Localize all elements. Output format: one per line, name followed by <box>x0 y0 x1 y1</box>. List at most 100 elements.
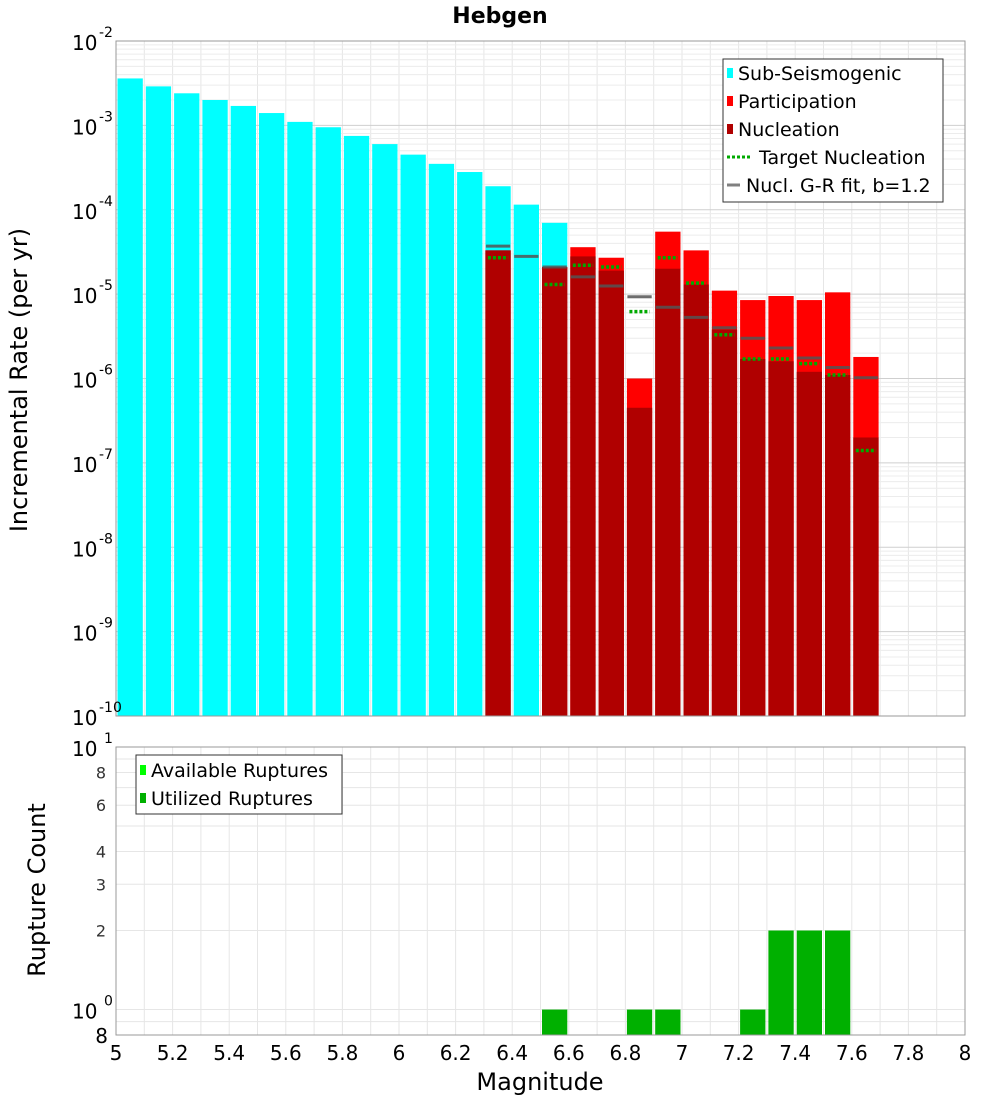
y-axis-label-count: Rupture Count <box>23 803 51 977</box>
legend-swatch <box>727 124 733 134</box>
bar-sub-seismogenic <box>259 113 285 716</box>
count-y-tick-base: 10 <box>72 1000 97 1024</box>
bar-sub-seismogenic <box>174 93 200 716</box>
count-y-tick-minor: 3 <box>96 875 106 894</box>
bar-utilized-ruptures <box>655 1009 681 1035</box>
count-y-tick-exponent: 1 <box>104 731 113 747</box>
count-legend: Available Ruptures Utilized Ruptures <box>135 754 343 815</box>
rate-y-tick-base: 10 <box>72 453 97 477</box>
count-y-tick-minor: 8 <box>95 1024 108 1048</box>
rate-y-tick-base: 10 <box>72 369 97 393</box>
legend-label: Utilized Ruptures <box>151 788 313 810</box>
rate-legend-box <box>722 58 944 203</box>
bar-utilized-ruptures <box>825 930 851 1035</box>
legend-label: Target Nucleation <box>758 147 926 169</box>
bar-nucleation <box>542 266 568 716</box>
bar-nucleation <box>796 371 822 716</box>
bar-sub-seismogenic <box>287 121 313 716</box>
x-tick-label: 6 <box>393 1041 406 1065</box>
count-y-tick-exponent: 0 <box>104 994 113 1010</box>
legend-swatch <box>727 68 733 78</box>
rate-y-tick-label: 10 -3 <box>72 109 113 139</box>
x-tick-label: 7.8 <box>892 1041 924 1065</box>
count-legend-box <box>135 754 343 815</box>
count-y-tick-minor: 2 <box>96 922 106 941</box>
rate-y-tick-base: 10 <box>72 115 97 139</box>
legend-label: Available Ruptures <box>151 760 328 782</box>
bar-nucleation <box>570 256 596 716</box>
bar-sub-seismogenic <box>372 144 398 716</box>
rate-y-tick-base: 10 <box>72 31 97 55</box>
bar-sub-seismogenic <box>315 127 341 716</box>
bar-nucleation <box>825 375 851 716</box>
count-y-tick-base: 10 <box>72 737 97 761</box>
rate-y-tick-exponent: -3 <box>99 109 113 125</box>
bar-nucleation <box>768 361 794 716</box>
x-tick-label: 5.8 <box>326 1041 358 1065</box>
count-y-tick-major: 10 1 <box>72 731 113 761</box>
count-y-tick-minor: 6 <box>96 796 106 815</box>
x-tick-label: 7.2 <box>723 1041 755 1065</box>
rate-y-tick-base: 10 <box>72 537 97 561</box>
bar-sub-seismogenic <box>145 86 172 716</box>
bar-sub-seismogenic <box>202 99 228 717</box>
rate-plot-frame <box>115 40 966 717</box>
x-tick-label: 8 <box>959 1041 972 1065</box>
rate-y-tick-base: 10 <box>72 284 97 308</box>
legend-label: Nucleation <box>738 119 840 141</box>
rate-y-tick-label: 10 -9 <box>72 616 113 646</box>
x-tick-label: 7.4 <box>779 1041 811 1065</box>
rate-plot: 10-210-310-410-510-610-710-810-910 -10Sub… <box>72 25 966 730</box>
bar-utilized-ruptures <box>768 930 794 1035</box>
rate-y-tick-exponent: -8 <box>99 531 113 547</box>
bar-nucleation <box>740 359 766 716</box>
bar-utilized-ruptures <box>796 930 822 1035</box>
bar-nucleation <box>683 284 709 716</box>
rate-y-tick-label: 10 -7 <box>72 447 113 477</box>
count-y-tick-minor: 4 <box>96 842 106 861</box>
rate-y-tick-label: 10 -5 <box>72 278 113 308</box>
rate-y-tick-label: 10 -6 <box>72 363 113 393</box>
count-y-tick-minor: 8 <box>96 763 106 782</box>
rate-y-tick-label: 10 -2 <box>72 25 113 55</box>
x-tick-label: 5 <box>110 1041 123 1065</box>
chart-title: Hebgen <box>452 4 547 29</box>
bar-nucleation <box>711 329 738 716</box>
legend-swatch <box>140 765 146 775</box>
bar-nucleation <box>485 250 511 717</box>
rate-y-tick-label: 10 -4 <box>72 194 113 224</box>
rate-y-tick-exponent: -7 <box>99 447 113 463</box>
bar-utilized-ruptures <box>626 1009 653 1035</box>
x-tick-label: 5.2 <box>157 1041 189 1065</box>
x-tick-label: 6.2 <box>440 1041 472 1065</box>
bar-nucleation <box>853 437 879 716</box>
x-tick-label: 7.6 <box>836 1041 868 1065</box>
x-tick-label: 5.4 <box>213 1041 245 1065</box>
rate-y-tick-exponent: -2 <box>99 25 113 41</box>
bar-utilized-ruptures <box>740 1009 766 1035</box>
rate-y-tick-base: 10 <box>72 200 97 224</box>
bar-sub-seismogenic <box>513 204 539 717</box>
rate-y-tick-base: 10 <box>72 706 97 730</box>
count-plot-frame <box>115 746 966 1036</box>
bar-sub-seismogenic <box>117 78 143 717</box>
legend-label: Sub-Seismogenic <box>738 63 902 85</box>
bar-utilized-ruptures <box>542 1009 568 1035</box>
bar-sub-seismogenic <box>230 105 256 717</box>
count-y-tick-major: 10 0 <box>72 994 113 1024</box>
x-tick-label: 6.4 <box>496 1041 528 1065</box>
x-tick-label: 5.6 <box>270 1041 302 1065</box>
bar-sub-seismogenic <box>343 135 370 717</box>
bar-sub-seismogenic <box>457 172 483 716</box>
bar-nucleation <box>655 268 681 716</box>
rate-y-tick-label: 10 -10 <box>72 700 122 730</box>
x-tick-label: 7 <box>676 1041 689 1065</box>
rate-y-tick-base: 10 <box>72 622 97 646</box>
rate-y-tick-exponent: -9 <box>99 616 113 632</box>
legend-swatch <box>727 96 733 106</box>
bar-sub-seismogenic <box>400 154 426 716</box>
rate-y-tick-exponent: -10 <box>99 700 122 716</box>
